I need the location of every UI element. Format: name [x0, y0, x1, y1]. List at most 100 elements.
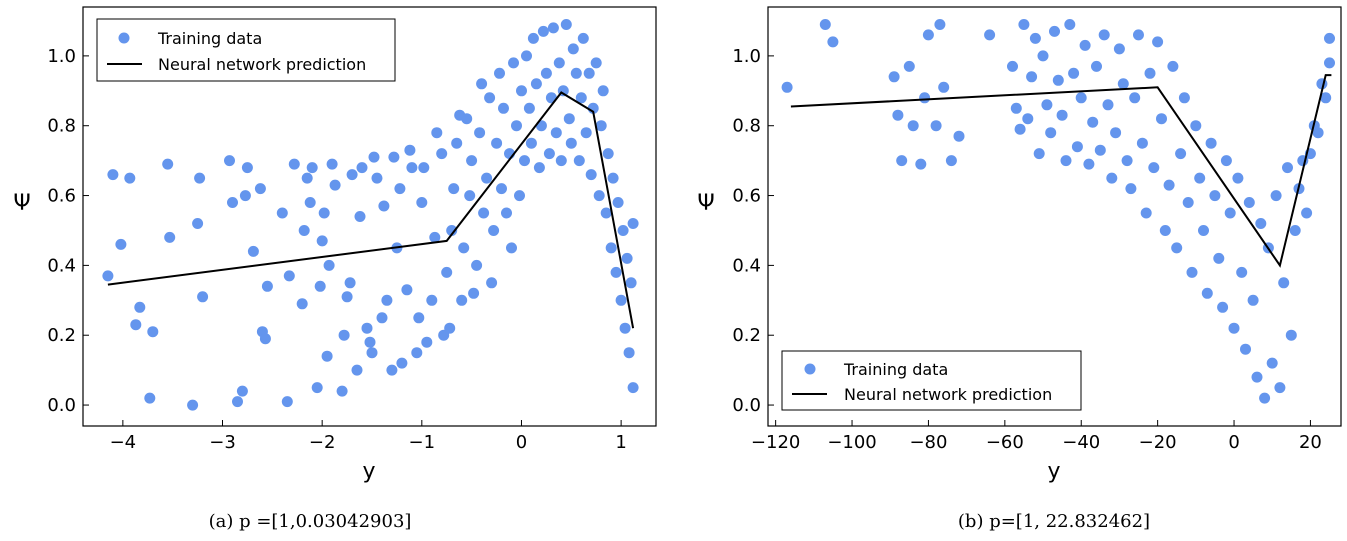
scatter-point	[521, 50, 532, 62]
scatter-point	[401, 284, 413, 296]
scatter-point	[144, 392, 156, 404]
scatter-point	[366, 347, 378, 359]
scatter-point	[444, 322, 456, 334]
scatter-point	[336, 385, 348, 397]
scatter-point	[1213, 252, 1225, 264]
x-tick-label: −40	[1062, 432, 1100, 453]
x-tick-label: −20	[1139, 432, 1177, 453]
scatter-point	[368, 151, 380, 163]
scatter-point	[930, 120, 942, 132]
scatter-point	[615, 294, 627, 306]
scatter-point	[1060, 155, 1072, 167]
scatter-point	[1037, 50, 1049, 62]
y-tick-label: 0.2	[47, 325, 76, 346]
scatter-point	[600, 207, 612, 219]
scatter-point	[448, 183, 460, 195]
scatter-point	[288, 158, 300, 170]
scatter-point	[314, 280, 326, 292]
scatter-point	[1240, 343, 1251, 355]
scatter-point	[466, 155, 478, 167]
scatter-point	[1198, 225, 1209, 236]
scatter-point	[1178, 92, 1190, 104]
scatter-point	[388, 151, 400, 163]
scatter-point	[1079, 39, 1091, 51]
y-tick-label: 0.8	[47, 116, 76, 137]
scatter-point	[421, 336, 433, 348]
scatter-point	[540, 67, 552, 79]
scatter-point	[610, 266, 622, 278]
scatter-point	[575, 92, 587, 104]
legend: Training data Neural network prediction	[781, 350, 1082, 411]
scatter-point	[468, 287, 480, 299]
scatter-point	[236, 385, 248, 397]
scatter-point	[984, 29, 996, 41]
x-tick-label: 0	[516, 432, 527, 453]
legend-box	[96, 18, 396, 82]
x-tick-label: 0	[1228, 432, 1239, 453]
scatter-point	[1094, 144, 1106, 156]
scatter-point	[1113, 43, 1125, 55]
scatter-point	[607, 172, 619, 184]
x-ticks: −120 −100 −80 −60 −40 −20 0 20	[751, 420, 1322, 453]
scatter-point	[919, 92, 931, 104]
y-axis-label: Ψ	[697, 191, 714, 216]
legend-line-label: Neural network prediction	[844, 385, 1052, 404]
scatter-point	[227, 197, 238, 208]
scatter-point	[381, 294, 393, 306]
scatter-point	[570, 67, 582, 79]
scatter-point	[508, 57, 519, 69]
scatter-point	[1320, 92, 1332, 104]
scatter-point	[892, 109, 904, 121]
scatter-point	[1236, 266, 1248, 278]
x-tick-label: −4	[110, 432, 137, 453]
scatter-point	[1228, 322, 1240, 334]
scatter-point	[1182, 197, 1194, 208]
scatter-point	[590, 57, 602, 69]
scatter-point	[547, 22, 559, 34]
scatter-point	[346, 169, 358, 181]
scatter-point	[1087, 116, 1099, 128]
scatter-point	[446, 225, 458, 236]
scatter-point	[418, 162, 430, 174]
scatter-point	[1266, 357, 1278, 369]
scatter-point	[938, 81, 950, 93]
legend-scatter-label: Training data	[157, 29, 262, 48]
scatter-point	[461, 113, 473, 125]
scatter-point	[488, 225, 500, 236]
scatter-point	[511, 120, 522, 132]
prediction-line	[790, 74, 1332, 268]
scatter-point	[1091, 60, 1102, 72]
scatter-point	[1270, 190, 1282, 202]
scatter-point	[316, 235, 328, 247]
scatter-point	[436, 148, 448, 160]
scatter-point	[922, 29, 934, 41]
legend-line-label: Neural network prediction	[158, 55, 366, 74]
scatter-point	[1148, 162, 1160, 174]
scatter-point	[451, 137, 463, 149]
scatter-point	[523, 102, 535, 114]
scatter-point	[516, 85, 527, 97]
legend-scatter-marker	[804, 363, 816, 375]
scatter-point	[429, 231, 441, 243]
x-axis-label: y	[362, 459, 375, 484]
scatter-point	[281, 396, 293, 408]
caption-a: (a) p =[1,0.03042903]	[209, 511, 412, 532]
scatter-point	[341, 291, 353, 303]
scatter-point	[259, 333, 271, 345]
scatter-point	[247, 245, 259, 257]
scatter-point	[1324, 32, 1335, 44]
scatter-point	[903, 60, 915, 72]
scatter-point	[354, 211, 366, 222]
scatter-point	[514, 190, 525, 202]
scatter-point	[1098, 29, 1110, 41]
scatter-point	[441, 266, 453, 278]
scatter-point	[283, 270, 295, 282]
scatter-point	[1217, 301, 1229, 313]
scatter-point	[595, 120, 607, 132]
scatter-point	[1163, 179, 1175, 191]
scatter-point	[519, 155, 530, 167]
scatter-point	[580, 127, 592, 139]
y-tick-label: 0.4	[732, 255, 761, 276]
scatter-point	[627, 218, 639, 229]
scatter-point	[338, 329, 350, 341]
